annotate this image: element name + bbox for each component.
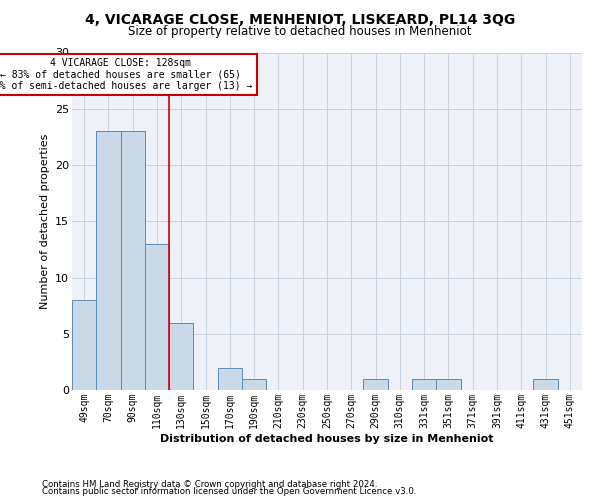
Y-axis label: Number of detached properties: Number of detached properties [40,134,50,309]
Bar [412,379,436,390]
Text: Contains public sector information licensed under the Open Government Licence v3: Contains public sector information licen… [42,487,416,496]
Text: 4, VICARAGE CLOSE, MENHENIOT, LISKEARD, PL14 3QG: 4, VICARAGE CLOSE, MENHENIOT, LISKEARD, … [85,12,515,26]
Bar [533,379,558,390]
Bar [169,322,193,390]
Bar [218,368,242,390]
Bar [364,379,388,390]
Bar [121,131,145,390]
Bar [72,300,96,390]
Text: 4 VICARAGE CLOSE: 128sqm
← 83% of detached houses are smaller (65)
17% of semi-d: 4 VICARAGE CLOSE: 128sqm ← 83% of detach… [0,58,253,92]
Bar [145,244,169,390]
Bar [96,131,121,390]
X-axis label: Distribution of detached houses by size in Menheniot: Distribution of detached houses by size … [160,434,494,444]
Text: Size of property relative to detached houses in Menheniot: Size of property relative to detached ho… [128,25,472,38]
Bar [436,379,461,390]
Bar [242,379,266,390]
Text: Contains HM Land Registry data © Crown copyright and database right 2024.: Contains HM Land Registry data © Crown c… [42,480,377,489]
